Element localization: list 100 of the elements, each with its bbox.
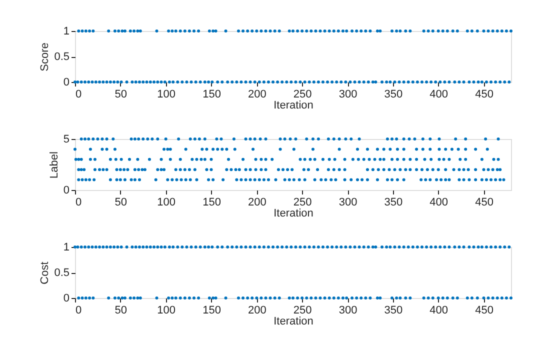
y-tick-label: 5 bbox=[63, 134, 70, 146]
point bbox=[458, 158, 462, 161]
point bbox=[484, 138, 488, 140]
point bbox=[220, 138, 223, 140]
point bbox=[438, 148, 441, 151]
point bbox=[378, 158, 382, 161]
point bbox=[220, 148, 224, 151]
point bbox=[408, 158, 412, 161]
x-tick-label: 150 bbox=[202, 88, 221, 100]
point bbox=[382, 158, 386, 161]
point bbox=[232, 138, 236, 140]
point bbox=[160, 158, 163, 161]
point bbox=[402, 158, 406, 161]
point bbox=[311, 138, 314, 140]
x-tick-label: 250 bbox=[293, 88, 312, 100]
point bbox=[105, 138, 108, 140]
point bbox=[198, 138, 201, 140]
point bbox=[193, 138, 196, 140]
point bbox=[120, 158, 123, 161]
x-tick-label: 100 bbox=[157, 304, 176, 316]
point bbox=[200, 148, 204, 151]
y-tick-label: 0 bbox=[63, 292, 70, 304]
x-tick-label: 0 bbox=[76, 196, 82, 208]
point bbox=[215, 138, 218, 140]
point bbox=[423, 158, 426, 161]
point bbox=[252, 148, 255, 151]
point bbox=[258, 138, 262, 140]
point bbox=[464, 138, 468, 140]
point bbox=[270, 158, 274, 161]
point bbox=[244, 138, 248, 140]
point bbox=[321, 158, 324, 161]
point bbox=[100, 148, 104, 151]
point bbox=[396, 148, 399, 151]
point bbox=[308, 158, 312, 161]
point bbox=[396, 158, 399, 161]
x-tick-label: 450 bbox=[475, 196, 494, 208]
point bbox=[148, 158, 151, 161]
x-tick-label: 200 bbox=[248, 196, 266, 208]
point bbox=[216, 148, 220, 151]
point bbox=[150, 138, 154, 140]
point bbox=[454, 138, 458, 140]
point bbox=[93, 158, 96, 161]
point bbox=[480, 158, 484, 161]
point bbox=[83, 138, 86, 140]
point bbox=[338, 138, 341, 140]
x-axis-title: Iteration bbox=[274, 100, 314, 112]
point bbox=[128, 158, 131, 161]
point bbox=[77, 158, 80, 161]
y-axis-title: Cost bbox=[39, 262, 52, 284]
y-tick-label: 0 bbox=[63, 184, 70, 196]
point bbox=[227, 158, 230, 161]
point bbox=[356, 148, 359, 151]
point bbox=[162, 148, 166, 151]
y-tick-label: 0.5 bbox=[54, 267, 70, 279]
point bbox=[88, 148, 92, 151]
point bbox=[100, 138, 104, 140]
point bbox=[283, 138, 286, 140]
point bbox=[415, 148, 418, 151]
x-tick-label: 0 bbox=[76, 304, 82, 316]
point bbox=[390, 138, 394, 140]
point bbox=[156, 138, 160, 140]
x-tick-label: 400 bbox=[430, 196, 448, 208]
point bbox=[474, 148, 478, 151]
point bbox=[332, 138, 336, 140]
point bbox=[288, 138, 292, 140]
point bbox=[137, 138, 140, 140]
x-tick-label: 200 bbox=[248, 304, 266, 316]
point bbox=[242, 158, 245, 161]
x-tick-label: 450 bbox=[475, 304, 494, 316]
point bbox=[496, 158, 500, 161]
point bbox=[146, 138, 150, 140]
x-tick-label: 300 bbox=[338, 304, 358, 316]
point bbox=[253, 138, 256, 140]
point bbox=[233, 148, 236, 151]
point bbox=[305, 138, 308, 140]
y-tick-label: 1 bbox=[63, 26, 70, 38]
point bbox=[421, 138, 424, 140]
x-tick-label: 150 bbox=[202, 304, 221, 316]
point bbox=[450, 148, 454, 151]
point bbox=[278, 138, 282, 140]
x-tick-label: 50 bbox=[114, 304, 128, 316]
point bbox=[373, 158, 376, 161]
point bbox=[438, 158, 441, 161]
point bbox=[87, 138, 90, 140]
point bbox=[195, 158, 198, 161]
point bbox=[402, 148, 406, 151]
x-tick-label: 150 bbox=[202, 196, 221, 208]
x-tick-label: 200 bbox=[248, 88, 266, 100]
x-axis-title: Iteration bbox=[274, 208, 314, 220]
point bbox=[264, 138, 268, 140]
point bbox=[376, 148, 379, 151]
point bbox=[328, 158, 331, 161]
x-tick-label: 350 bbox=[384, 304, 403, 316]
point bbox=[168, 148, 172, 151]
point bbox=[212, 148, 215, 151]
point bbox=[96, 138, 100, 140]
point bbox=[210, 158, 213, 161]
point bbox=[254, 158, 258, 161]
point bbox=[388, 148, 392, 151]
point bbox=[303, 158, 306, 161]
